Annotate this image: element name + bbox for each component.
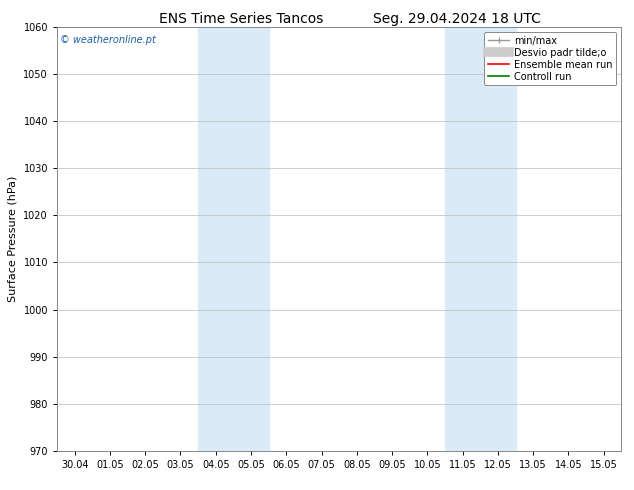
Bar [198, 27, 269, 451]
Y-axis label: Surface Pressure (hPa): Surface Pressure (hPa) [8, 176, 18, 302]
Text: © weatheronline.pt: © weatheronline.pt [60, 35, 156, 46]
Text: Seg. 29.04.2024 18 UTC: Seg. 29.04.2024 18 UTC [373, 12, 540, 26]
Bar [445, 27, 515, 451]
Legend: min/max, Desvio padr tilde;o, Ensemble mean run, Controll run: min/max, Desvio padr tilde;o, Ensemble m… [484, 32, 616, 85]
Text: ENS Time Series Tancos: ENS Time Series Tancos [158, 12, 323, 26]
